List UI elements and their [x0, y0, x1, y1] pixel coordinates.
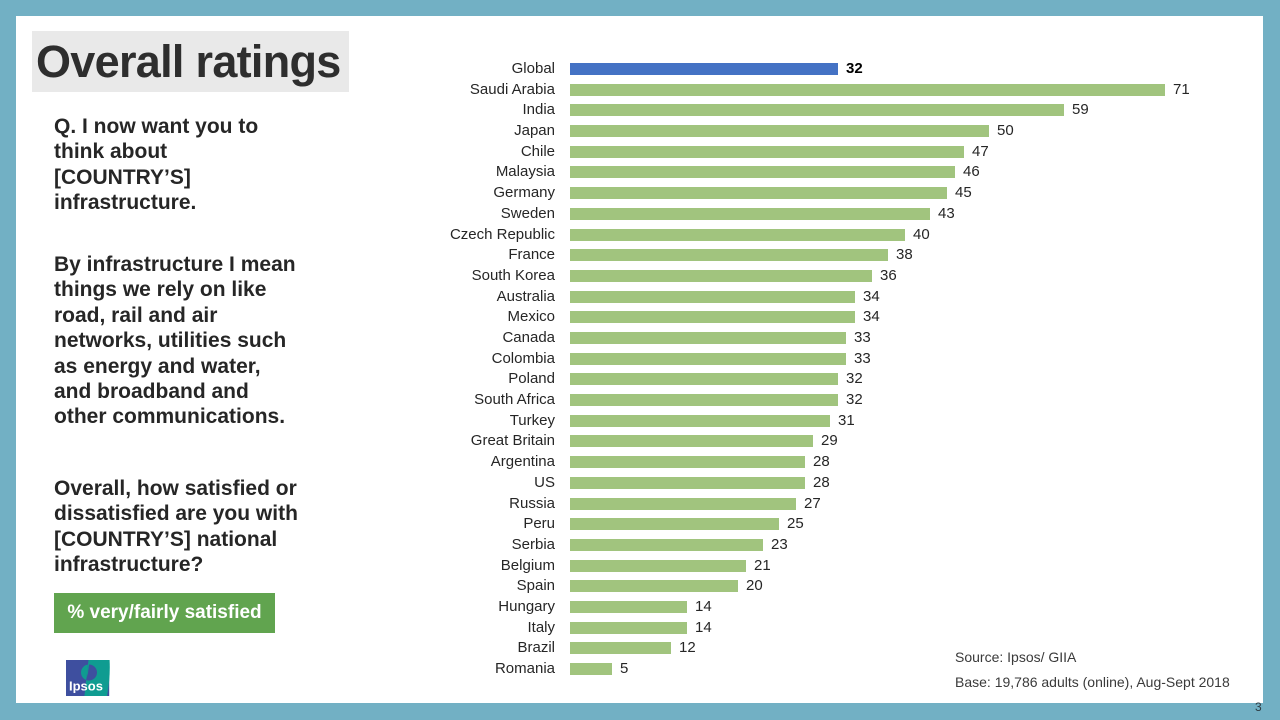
svg-text:Ipsos: Ipsos	[69, 679, 103, 694]
